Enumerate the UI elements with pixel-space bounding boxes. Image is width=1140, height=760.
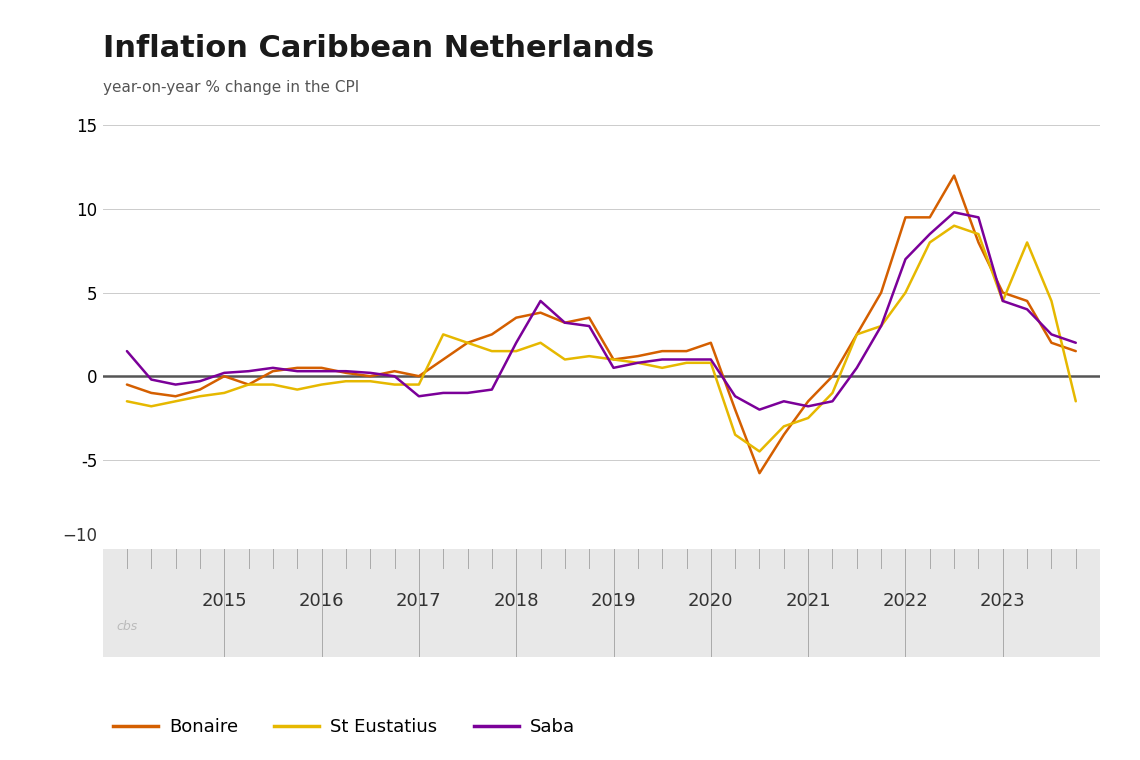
- Text: 2016: 2016: [299, 592, 344, 610]
- Text: 2023: 2023: [980, 592, 1026, 610]
- Text: year-on-year % change in the CPI: year-on-year % change in the CPI: [103, 80, 359, 95]
- Text: 2015: 2015: [202, 592, 247, 610]
- Text: 2020: 2020: [689, 592, 733, 610]
- Text: 2021: 2021: [785, 592, 831, 610]
- Text: 2022: 2022: [882, 592, 928, 610]
- Text: 2018: 2018: [494, 592, 539, 610]
- Text: −10: −10: [62, 527, 97, 545]
- Text: 2019: 2019: [591, 592, 636, 610]
- Text: cbs: cbs: [116, 620, 138, 634]
- Text: 2017: 2017: [396, 592, 441, 610]
- Legend: Bonaire, St Eustatius, Saba: Bonaire, St Eustatius, Saba: [106, 711, 581, 743]
- Text: Inflation Caribbean Netherlands: Inflation Caribbean Netherlands: [103, 34, 654, 63]
